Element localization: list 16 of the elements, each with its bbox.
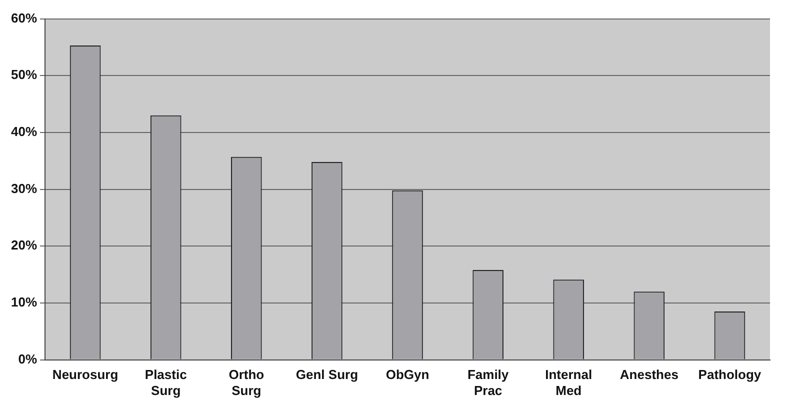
- y-tick-label: 60%: [10, 10, 38, 26]
- x-tick-label: Internal Med: [545, 367, 592, 398]
- x-tick-label: Family Prac: [467, 367, 510, 398]
- x-tick-label: Neurosurg: [52, 367, 118, 382]
- y-tick-label: 0%: [18, 351, 38, 366]
- x-tick-label: Pathology: [698, 367, 762, 382]
- x-tick-label: Plastic Surg: [144, 367, 187, 398]
- y-tick-label: 20%: [10, 238, 38, 253]
- y-tick-label: 40%: [10, 124, 38, 140]
- x-tick-label: Anesthes: [620, 367, 678, 382]
- y-tick-label: 30%: [10, 180, 38, 196]
- x-tick-label: ObGyn: [386, 367, 430, 382]
- y-tick-label: 10%: [10, 294, 38, 310]
- x-tick-label: Ortho Surg: [228, 367, 264, 398]
- y-tick-label: 50%: [10, 67, 38, 82]
- x-tick-label: Genl Surg: [296, 367, 358, 382]
